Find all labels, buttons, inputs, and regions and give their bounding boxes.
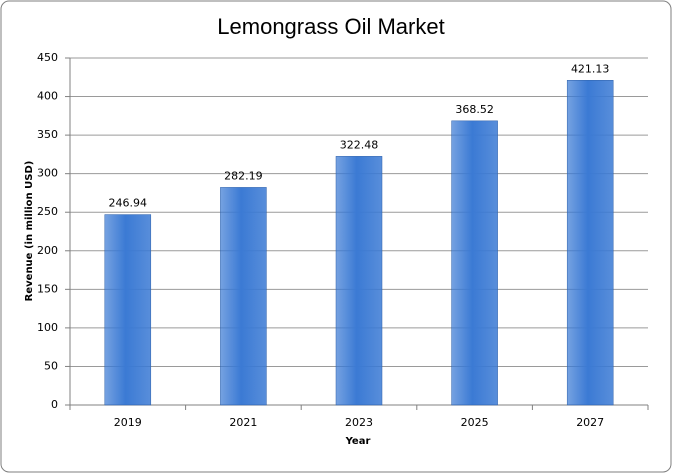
chart-title: Lemongrass Oil Market <box>217 14 444 39</box>
bar <box>104 214 152 406</box>
value-label: 421.13 <box>571 62 610 75</box>
x-tick-label: 2023 <box>345 416 373 429</box>
value-label: 322.48 <box>340 138 379 151</box>
value-label: 282.19 <box>224 169 263 182</box>
bar <box>335 156 383 406</box>
x-tick-label: 2027 <box>576 416 604 429</box>
x-tick-label: 2021 <box>229 416 257 429</box>
y-axis-label: Revenue (in million USD) <box>24 161 35 302</box>
y-tick-label: 300 <box>37 167 58 180</box>
value-label: 246.94 <box>109 197 148 210</box>
y-tick-label: 50 <box>44 359 58 372</box>
x-axis-label: Year <box>345 436 371 447</box>
bar <box>220 187 267 406</box>
bar <box>566 80 614 406</box>
y-tick-label: 250 <box>37 205 58 218</box>
bar <box>451 120 498 406</box>
y-tick-label: 100 <box>37 321 58 334</box>
value-label: 368.52 <box>455 103 494 116</box>
y-tick-label: 150 <box>37 282 58 295</box>
y-tick-label: 400 <box>37 90 58 103</box>
y-tick-label: 200 <box>37 244 58 257</box>
y-tick-label: 350 <box>37 128 58 141</box>
x-tick-label: 2025 <box>461 416 489 429</box>
x-tick-label: 2019 <box>114 416 142 429</box>
y-tick-label: 450 <box>37 51 58 64</box>
y-tick-label: 0 <box>51 398 58 411</box>
